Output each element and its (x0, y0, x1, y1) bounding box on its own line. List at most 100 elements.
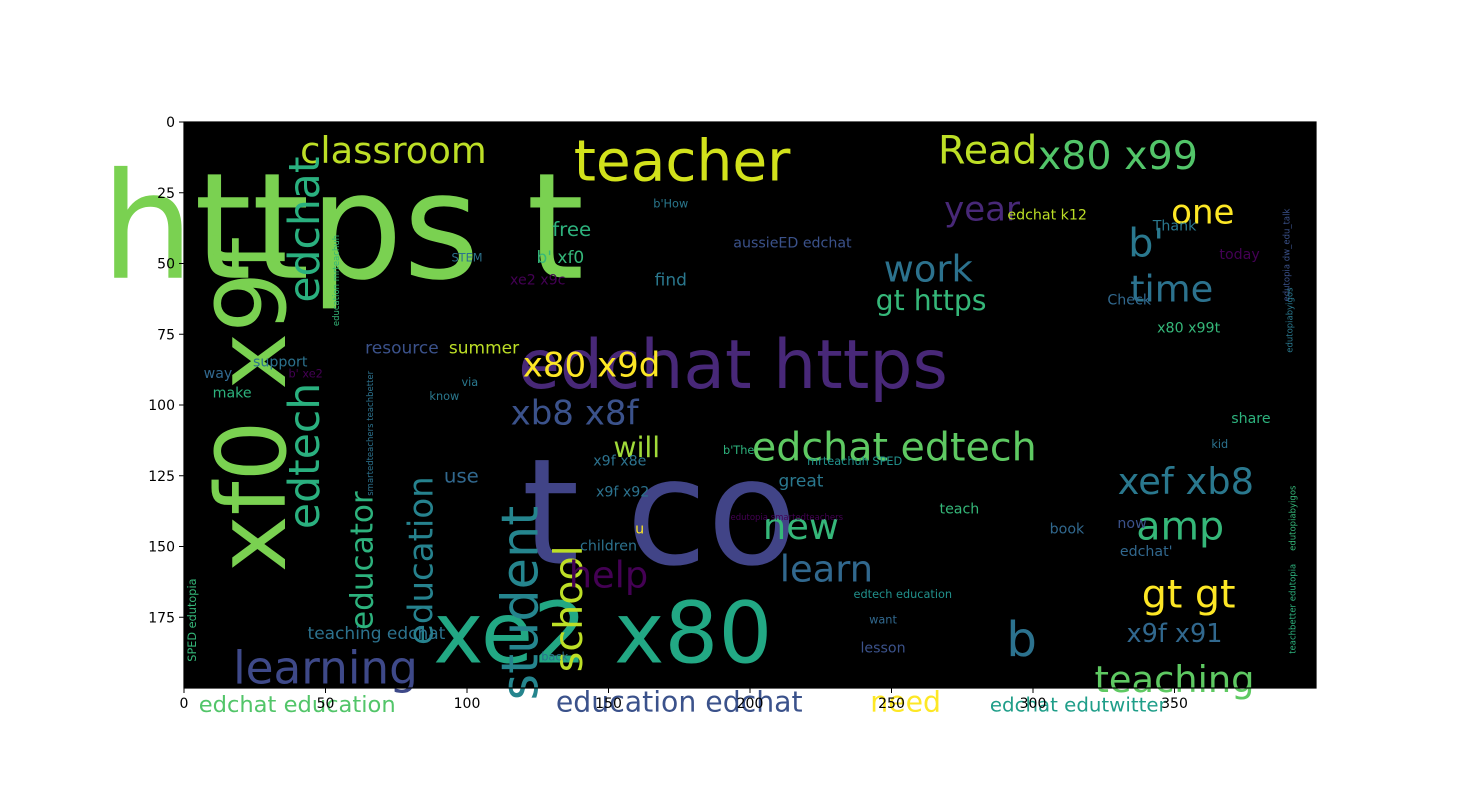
word-59: know (429, 390, 459, 403)
word-51: x80 x99t (1157, 321, 1220, 337)
word-63: mrteachuh SPED (807, 455, 902, 468)
x-tick-label: 50 (317, 696, 335, 712)
word-79: SPED edutopia (186, 578, 199, 661)
word-80: education mrteachuh (332, 235, 342, 326)
word-60: use (444, 464, 479, 487)
word-38: edchat edutwitter (990, 693, 1168, 716)
word-15: time (1130, 267, 1213, 310)
word-18: xb8 x8f (511, 393, 640, 433)
word-70: edutopia smartedteachers (731, 513, 844, 523)
y-tick-label: 100 (148, 398, 175, 414)
word-22: school (546, 545, 592, 672)
word-65: kid (1211, 438, 1228, 451)
word-5: teacher (574, 129, 791, 195)
x-tick-label: 350 (1161, 696, 1188, 712)
word-73: children (580, 539, 637, 555)
word-2: xe2 x80 (433, 585, 772, 684)
word-48: Thank (1152, 219, 1197, 235)
word-26: amp (1136, 504, 1224, 550)
word-35: education edchat (556, 686, 803, 719)
word-28: learn (780, 548, 873, 591)
x-tick-label: 100 (454, 696, 481, 712)
word-8: x80 x99 (1038, 133, 1198, 179)
word-83: edutopiabyigos (1286, 287, 1296, 353)
word-74: edchat' (1120, 544, 1173, 560)
word-53: summer (449, 338, 519, 358)
word-72: now (1117, 516, 1146, 532)
y-tick-label: 150 (148, 540, 175, 556)
word-33: teaching (1094, 658, 1254, 701)
word-50: Check (1107, 292, 1151, 308)
word-56: b' xe2 (289, 367, 323, 380)
word-4: xf0 x9f (196, 236, 308, 573)
word-42: find (655, 270, 687, 290)
y-tick-label: 175 (148, 610, 175, 626)
word-62: b'The (723, 444, 754, 457)
word-21: student (491, 506, 550, 701)
word-69: u (635, 522, 644, 538)
word-25: xef xb8 (1118, 460, 1254, 503)
word-43: xe2 x9c (510, 272, 565, 288)
word-84: teachbetter edutopia (1288, 564, 1298, 654)
word-77: lesson (860, 640, 905, 656)
word-40: free (552, 218, 591, 241)
word-46: aussieED edchat (733, 236, 852, 252)
word-9: edchat (281, 156, 330, 302)
x-tick-label: 150 (595, 696, 622, 712)
y-tick-label: 125 (148, 469, 175, 485)
x-tick-label: 300 (1020, 696, 1047, 712)
word-1: t co (522, 427, 797, 599)
word-16: gt https (876, 284, 987, 317)
word-36: edchat education (199, 692, 396, 718)
word-19: will (613, 431, 660, 464)
y-tick-label: 75 (157, 327, 175, 343)
word-64: share (1231, 411, 1270, 427)
word-10: edtech (281, 383, 330, 529)
word-12: year (944, 190, 1020, 230)
word-30: gt gt (1142, 572, 1236, 618)
word-55: way (204, 366, 233, 382)
word-68: teach (940, 502, 980, 518)
word-34: learning (233, 642, 418, 695)
word-13: one (1171, 193, 1234, 233)
x-tick-label: 200 (737, 696, 764, 712)
word-6: classroom (300, 129, 487, 172)
y-tick-label: 0 (166, 115, 175, 131)
word-27: new (763, 505, 839, 548)
word-0: https t (101, 141, 584, 313)
word-54: support (253, 355, 308, 371)
word-37: need (870, 686, 941, 719)
word-14: work (884, 248, 974, 291)
word-82: edutopia dw_edu_talk (1283, 208, 1293, 301)
word-11: b' (1128, 221, 1164, 267)
plot-area (184, 122, 1316, 688)
word-58: make (213, 386, 252, 402)
word-23: educator (344, 491, 380, 630)
word-39: teaching edchat (308, 624, 446, 644)
word-44: STEM (452, 251, 483, 264)
word-17: x80 x9d (523, 345, 661, 385)
word-66: x9f x92 (596, 485, 649, 501)
word-67: great (778, 471, 823, 491)
word-29: help (569, 553, 649, 596)
word-75: edtech education (854, 588, 953, 601)
word-47: edchat k12 (1007, 207, 1087, 223)
word-32: x9f x91 (1127, 619, 1223, 649)
word-45: b'How (653, 198, 688, 211)
word-76: want (869, 614, 897, 627)
word-3: edchat https (518, 326, 948, 405)
word-31: b (1006, 612, 1037, 668)
word-24: education (402, 476, 442, 645)
x-tick-label: 0 (180, 696, 189, 712)
word-20: edchat edtech (752, 424, 1037, 470)
x-tick-label: 250 (878, 696, 905, 712)
word-71: book (1050, 522, 1085, 538)
word-7: Read (938, 127, 1037, 173)
word-57: via (461, 376, 478, 389)
word-81: smartedteachers teachbetter (366, 370, 376, 495)
word-85: edutopiabyigos (1288, 485, 1298, 551)
word-52: resource (365, 338, 439, 358)
axes-layer: 0 50 100 150 200 250 300 350 0 25 50 75 100 125 150 175 (148, 115, 1188, 712)
